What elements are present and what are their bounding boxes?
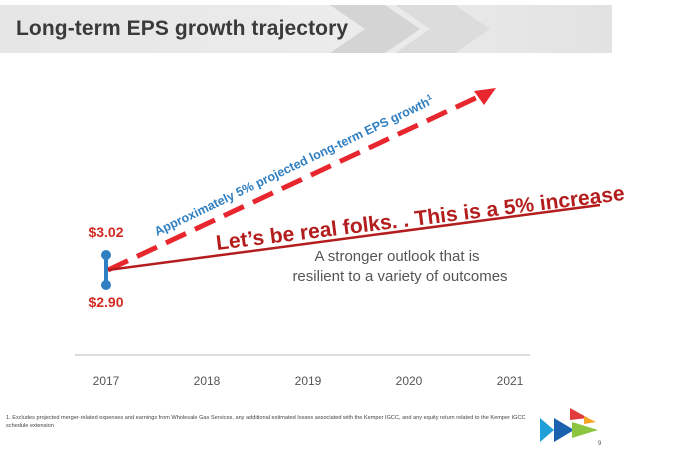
x-tick-2020: 2020 xyxy=(396,374,423,388)
x-tick-2019: 2019 xyxy=(295,374,322,388)
eps-point-low xyxy=(101,280,111,290)
eps-label-low: $2.90 xyxy=(88,294,123,310)
outlook-line-1: A stronger outlook that is xyxy=(314,248,479,265)
handwritten-underline xyxy=(107,203,601,272)
title-bar: Long-term EPS growth trajectory xyxy=(0,5,612,53)
x-tick-2017: 2017 xyxy=(93,374,120,388)
outlook-line-2: resilient to a variety of outcomes xyxy=(292,268,507,285)
x-tick-2018: 2018 xyxy=(194,374,221,388)
title-bar-chevron-decoration xyxy=(330,5,490,53)
company-logo xyxy=(540,408,598,442)
eps-point-high xyxy=(101,250,111,260)
footnote: 1. Excludes projected merger-related exp… xyxy=(6,415,526,429)
slide-title: Long-term EPS growth trajectory xyxy=(16,17,349,40)
growth-label-superscript: 1 xyxy=(425,92,433,102)
x-tick-2021: 2021 xyxy=(497,374,524,388)
page-number: 9 xyxy=(598,441,602,447)
eps-label-high: $3.02 xyxy=(88,224,123,240)
growth-arrow-head xyxy=(474,88,496,105)
growth-arrow-line xyxy=(106,93,482,273)
handwritten-annotation: Let’s be real folks. . This is a 5% incr… xyxy=(215,182,626,255)
